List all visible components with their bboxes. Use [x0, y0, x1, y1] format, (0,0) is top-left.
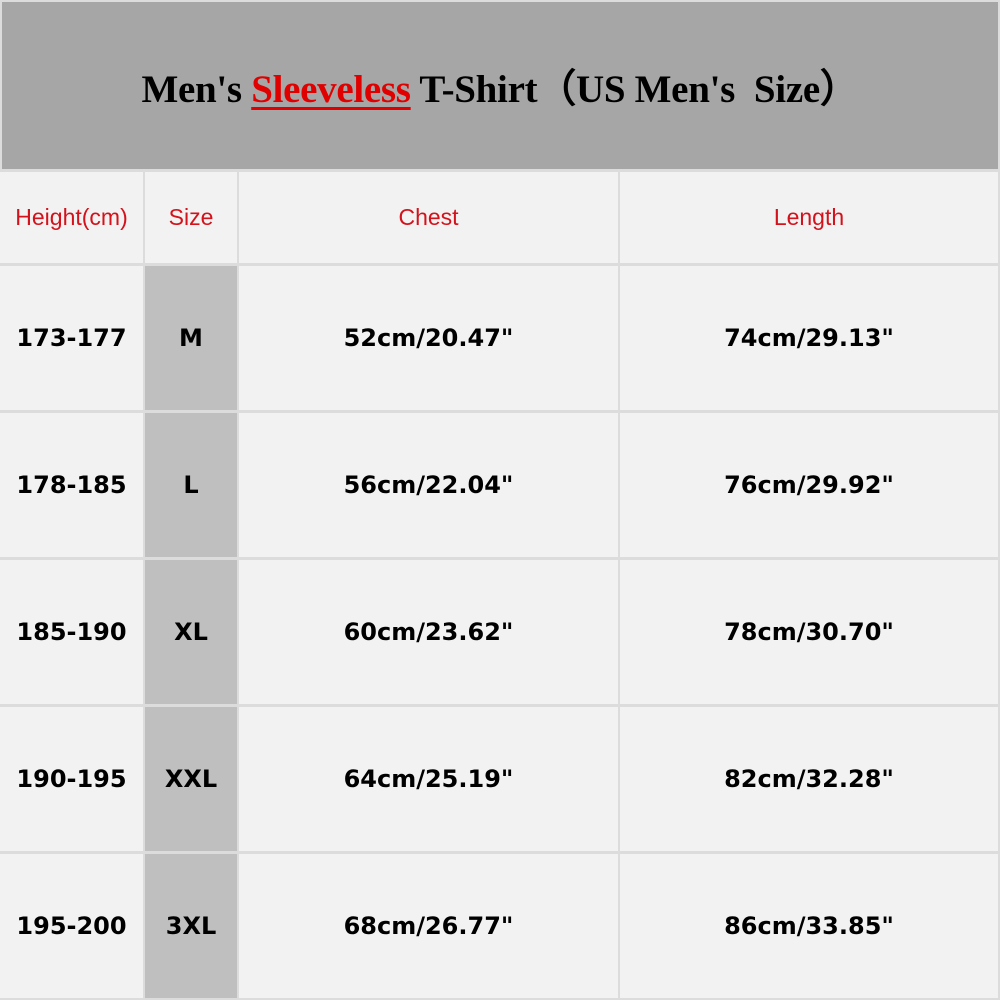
column-header-height: Height(cm) [0, 172, 143, 263]
cell-length: 78cm/30.70" [620, 560, 998, 704]
cell-length: 86cm/33.85" [620, 854, 998, 998]
cell-chest: 56cm/22.04" [239, 413, 618, 557]
cell-size: L [145, 413, 237, 557]
page-title: Men's Sleeveless T-Shirt（US Men's Size） [141, 58, 858, 114]
title-highlight: Sleeveless [251, 67, 411, 111]
cell-length: 74cm/29.13" [620, 266, 998, 410]
column-header-length: Length [620, 172, 998, 263]
title-prefix: Men's [141, 67, 252, 111]
cell-chest: 60cm/23.62" [239, 560, 618, 704]
cell-size: 3XL [145, 854, 237, 998]
cell-length: 82cm/32.28" [620, 707, 998, 851]
cell-size: XXL [145, 707, 237, 851]
column-header-size: Size [145, 172, 237, 263]
cell-chest: 64cm/25.19" [239, 707, 618, 851]
title-suffix: T-Shirt（US Men's Size） [410, 67, 859, 111]
cell-height: 173-177 [0, 266, 143, 410]
column-header-chest: Chest [239, 172, 618, 263]
cell-height: 185-190 [0, 560, 143, 704]
cell-height: 195-200 [0, 854, 143, 998]
cell-length: 76cm/29.92" [620, 413, 998, 557]
cell-height: 178-185 [0, 413, 143, 557]
cell-size: XL [145, 560, 237, 704]
cell-chest: 52cm/20.47" [239, 266, 618, 410]
cell-chest: 68cm/26.77" [239, 854, 618, 998]
title-banner: Men's Sleeveless T-Shirt（US Men's Size） [2, 2, 998, 169]
cell-height: 190-195 [0, 707, 143, 851]
cell-size: M [145, 266, 237, 410]
